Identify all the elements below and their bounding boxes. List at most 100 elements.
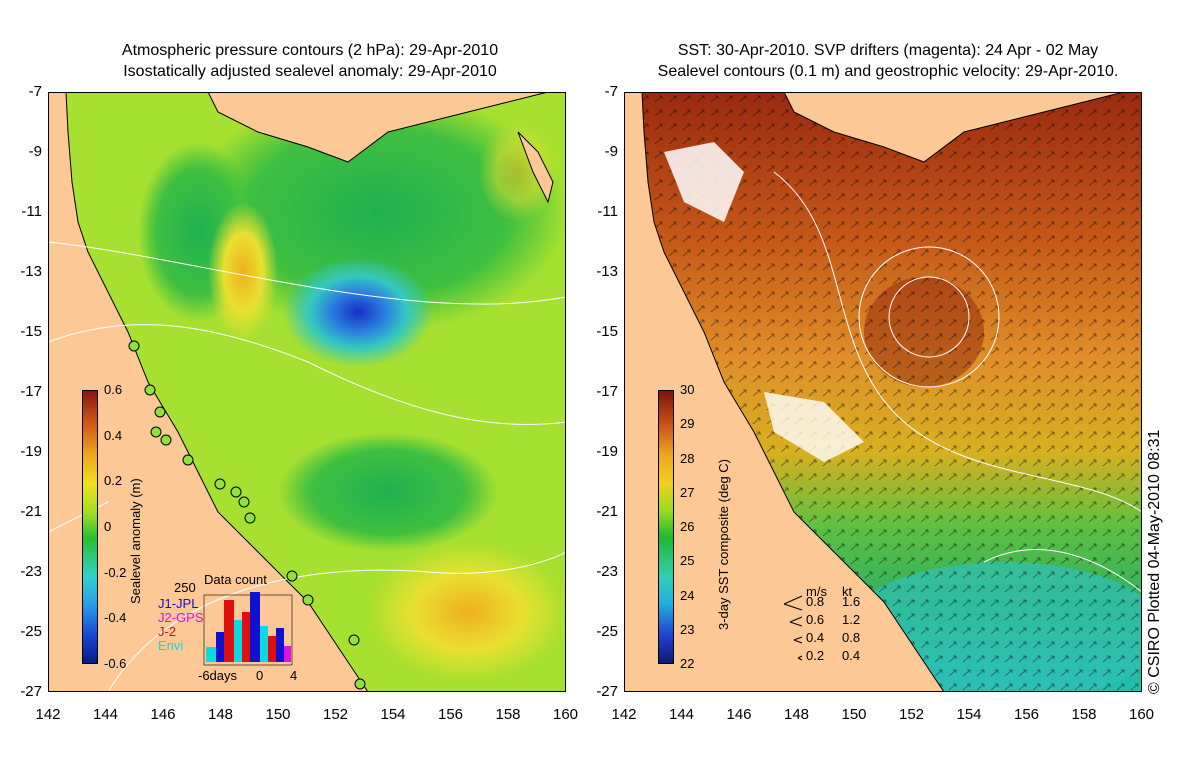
longitude-tick-label: 156: [1013, 706, 1040, 723]
latitude-tick-label: -25: [596, 623, 618, 640]
latitude-tick-label: -11: [597, 203, 618, 220]
latitude-tick-label: -13: [596, 263, 618, 280]
data-count-xlabel-start: -6days: [198, 668, 238, 683]
velocity-arrow-0.8: [783, 595, 803, 611]
data-count-title: Data count: [204, 572, 267, 587]
sealevel-colorbar: [82, 390, 98, 664]
velocity-arrow-0.4: [793, 636, 803, 644]
longitude-tick-label: 150: [841, 706, 867, 723]
tide-gauge: [182, 454, 194, 466]
green-region: [188, 92, 566, 332]
longitude-tick-label: 158: [495, 706, 521, 723]
sealevel-colorbar-tick: 0: [104, 519, 112, 534]
warm-anomaly: [368, 542, 566, 682]
data-count-inset: [203, 592, 293, 666]
pressure-contour: [48, 324, 566, 425]
velocity-legend-ms: 0.4: [806, 630, 825, 645]
sealevel-anomaly-map-svg: [48, 92, 566, 692]
sst-colorbar-tick: 29: [680, 416, 695, 432]
longitude-tick-label: 146: [726, 706, 752, 723]
latitude-tick-label: -23: [596, 563, 618, 580]
island: [517, 131, 554, 204]
data-count-frame: [203, 594, 293, 666]
legend-j1-jpl: J1-JPL: [158, 596, 199, 611]
longitude-tick-label: 152: [898, 706, 925, 723]
velocity-legend-kt: 0.4: [842, 648, 861, 663]
pressure-contour: [48, 241, 566, 305]
sst-colorbar-tick: 25: [680, 553, 695, 569]
latitude-tick-label: -9: [28, 143, 42, 160]
tide-gauge: [214, 478, 226, 490]
sealevel-colorbar-tick: -0.4: [104, 610, 127, 626]
tide-gauge: [230, 486, 242, 498]
data-count-bar: [268, 636, 276, 662]
warm-anomaly: [208, 202, 278, 342]
cloud-mask: [664, 142, 744, 222]
latitude-tick-label: -19: [20, 443, 42, 460]
longitude-tick-label: 156: [437, 706, 464, 723]
sst-colorbar-tick: 27: [680, 484, 695, 500]
australia-coastline: [624, 92, 945, 692]
data-count-xlabel-zero: 0: [256, 668, 264, 683]
warm-anomaly: [478, 122, 558, 222]
sealevel-colorbar-tick: 0.6: [104, 382, 123, 397]
velocity-legend-arrows: [783, 595, 803, 661]
latitude-tick-label: -27: [20, 683, 42, 700]
longitude-tick-label: 144: [668, 706, 695, 723]
pressure-contour: [48, 501, 109, 533]
tide-gauge: [128, 340, 140, 352]
latitude-tick-label: -21: [596, 503, 618, 520]
latitude-tick-label: -11: [21, 203, 42, 220]
data-count-ymax: 250: [174, 580, 196, 595]
data-count-bar: [206, 647, 216, 662]
sealevel-colorbar-tick: -0.2: [104, 564, 127, 580]
latitude-tick-label: -13: [20, 263, 42, 280]
data-count-bar: [276, 628, 284, 662]
legend-envi: Envi: [158, 638, 184, 653]
longitude-tick-label: 142: [35, 706, 61, 723]
legend-j-2: J-2: [158, 624, 177, 639]
legend-j2-gps: J2-GPS: [158, 610, 204, 625]
data-count-bar: [260, 626, 268, 662]
data-count-xlabel-end: 4: [290, 668, 298, 683]
png-coastline: [207, 92, 549, 163]
latitude-tick-label: -7: [28, 83, 42, 100]
velocity-legend-ms: 0.8: [806, 594, 825, 609]
longitude-tick-label: 160: [1128, 706, 1155, 723]
sealevel-contour: [888, 276, 970, 358]
longitude-tick-label: 150: [265, 706, 291, 723]
tide-gauge: [354, 678, 366, 690]
cloud-mask: [764, 392, 864, 462]
longitude-tick-label: 158: [1071, 706, 1097, 723]
velocity-legend-ms: 0.6: [806, 612, 825, 627]
longitude-tick-label: 152: [322, 706, 349, 723]
tide-gauge: [286, 570, 298, 582]
latitude-tick-label: -9: [604, 143, 618, 160]
australia-coastline: [48, 92, 369, 692]
credit-text: © CSIRO Plotted 04-May-2010 08:31: [1146, 429, 1163, 694]
sealevel-colorbar-tick: 0.2: [104, 473, 123, 489]
sealevel-anomaly-map: [48, 92, 566, 692]
latitude-tick-label: -17: [596, 383, 618, 400]
data-count-bar: [224, 600, 234, 662]
velocity-legend-kt: 1.6: [842, 594, 861, 609]
data-count-bar: [250, 592, 260, 662]
sst-colorbar-tick: 26: [680, 519, 695, 534]
sst-colorbar-tick: 22: [680, 656, 695, 671]
longitude-tick-label: 148: [207, 706, 234, 723]
longitude-tick-label: 144: [92, 706, 119, 723]
data-count-bar: [242, 612, 250, 662]
sst-map-svg: [624, 92, 1142, 692]
latitude-tick-label: -25: [20, 623, 42, 640]
latitude-tick-label: -19: [596, 443, 618, 460]
right-panel-title: SST: 30-Apr-2010. SVP drifters (magenta)…: [608, 40, 1168, 82]
data-count-bar: [234, 620, 242, 662]
sst-colorbar-tick: 23: [680, 621, 695, 637]
tide-gauge: [144, 384, 156, 396]
longitude-tick-label: 146: [150, 706, 176, 723]
velocity-legend-ms-header: m/s: [806, 584, 827, 599]
sealevel-colorbar-tick: 0.4: [104, 427, 123, 443]
tide-gauge: [154, 406, 166, 418]
right-title-line1: SST: 30-Apr-2010. SVP drifters (magenta)…: [677, 42, 1099, 59]
data-count-bar: [216, 632, 224, 662]
